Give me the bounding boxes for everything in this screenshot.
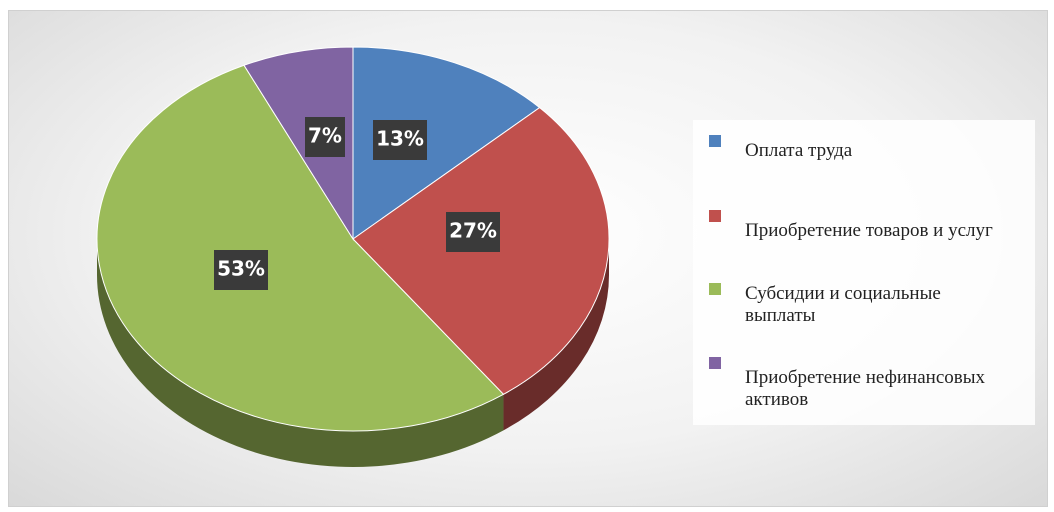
data-label: 13%	[376, 127, 424, 151]
pie-slice	[96, 64, 505, 432]
legend-label: Приобретение нефинансовых активов	[745, 367, 985, 410]
data-label-box	[305, 117, 345, 157]
pie-side	[503, 239, 609, 431]
data-label: 27%	[449, 219, 497, 243]
data-label-box	[373, 120, 427, 160]
legend-swatch	[709, 357, 721, 369]
data-label-box	[214, 250, 268, 290]
legend-label: Приобретение товаров и услуг	[745, 220, 993, 241]
data-label: 53%	[217, 257, 265, 281]
legend-swatch	[709, 135, 721, 147]
pie-side	[97, 239, 504, 467]
data-label-box	[446, 212, 500, 252]
pie-slice	[243, 46, 354, 241]
legend-label: Оплата труда	[745, 140, 853, 161]
legend: Оплата труда Приобретение товаров и услуг…	[693, 120, 1035, 425]
legend-swatch	[709, 210, 721, 222]
legend-label: Субсидии и социальные выплаты	[745, 283, 941, 326]
pie-slice	[352, 46, 541, 240]
data-label: 7%	[308, 124, 342, 148]
legend-swatch	[709, 283, 721, 295]
